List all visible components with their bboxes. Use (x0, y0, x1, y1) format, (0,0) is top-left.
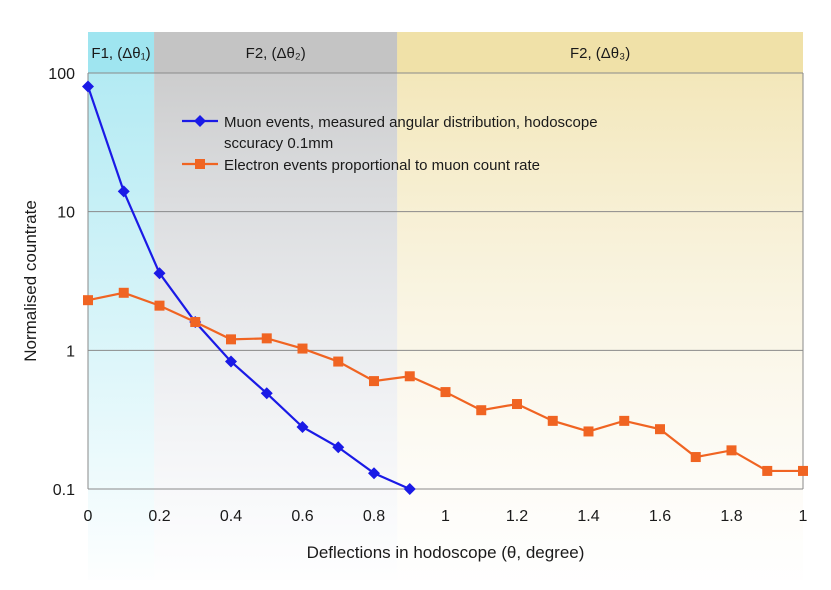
legend-item-2: Electron events proportional to muon cou… (182, 157, 540, 174)
data-point (117, 185, 130, 198)
data-point (333, 356, 344, 367)
region-header-3 (397, 32, 803, 73)
x-tick-label: 0.8 (363, 508, 385, 525)
data-point (83, 295, 93, 306)
data-point (583, 426, 594, 437)
data-point (261, 333, 272, 344)
axes: 0 0.2 0.4 0.6 0.8 1 1.2 1.4 1.6 1.8 1 0.1 1 10 100 (48, 66, 807, 525)
legend-marker (195, 159, 205, 169)
data-point (512, 399, 522, 410)
legend-label: Muon events, measured angular distributi… (224, 114, 598, 131)
x-tick-label: 0.6 (291, 508, 313, 525)
x-tick-label: 1.4 (577, 508, 599, 525)
x-tick-label: 1 (441, 508, 450, 525)
data-point (547, 415, 558, 426)
series-layer (82, 80, 808, 495)
x-axis-title: Deflections in hodoscope (θ, degree) (307, 543, 585, 562)
data-point (798, 465, 808, 476)
y-tick-label: 100 (48, 66, 75, 83)
data-point (260, 387, 273, 400)
data-point (369, 376, 379, 387)
x-tick-label: 1.6 (649, 508, 671, 525)
data-point (404, 371, 415, 382)
data-point (403, 483, 416, 495)
data-point (226, 334, 236, 345)
region-label-2: F2, (Δθ₂) (246, 45, 306, 62)
x-tick-label: 1 (799, 508, 808, 525)
series-line-1 (86, 86, 411, 491)
data-point (368, 467, 380, 480)
y-axis-title: Normalised countrate (21, 200, 40, 362)
data-point (619, 415, 630, 426)
legend-label-line2: sccuracy 0.1mm (224, 135, 333, 152)
y-tick-label: 0.1 (53, 482, 75, 499)
region-label-1: F1, (Δθ₁) (91, 45, 150, 62)
data-point (118, 287, 129, 298)
y-tick-label: 10 (57, 205, 75, 222)
legend-marker (194, 115, 206, 127)
legend-item-1: Muon events, measured angular distributi… (182, 114, 598, 152)
data-point (655, 424, 665, 435)
data-point (190, 317, 201, 328)
data-point (225, 355, 237, 368)
data-point (726, 445, 737, 456)
legend-label: Electron events proportional to muon cou… (224, 157, 540, 174)
data-point (332, 441, 345, 454)
y-tick-label: 1 (66, 343, 75, 360)
data-point (153, 267, 166, 280)
data-point (690, 452, 701, 463)
data-point (296, 420, 309, 433)
x-tick-label: 0 (84, 508, 93, 525)
x-tick-label: 0.4 (220, 508, 242, 525)
x-tick-label: 1.8 (720, 508, 742, 525)
region-header-2 (154, 32, 398, 73)
x-tick-label: 1.2 (506, 508, 528, 525)
region-header-1 (88, 32, 155, 73)
data-point (762, 465, 773, 476)
data-point (476, 405, 487, 416)
data-point (440, 387, 451, 398)
series-2 (83, 287, 808, 476)
legend: Muon events, measured angular distributi… (182, 114, 598, 174)
x-tick-label: 0.2 (148, 508, 170, 525)
region-label-3: F2, (Δθ₃) (570, 45, 630, 62)
data-point (154, 300, 165, 311)
data-point (82, 80, 94, 93)
data-point (297, 343, 308, 354)
